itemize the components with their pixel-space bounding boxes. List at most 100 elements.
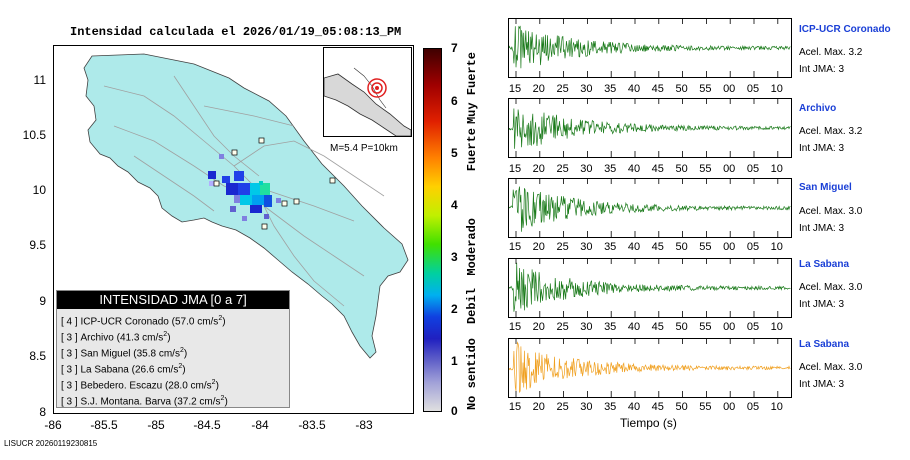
time-axis: 15 20 25 30 35 40 45 50 55 00 05 10 xyxy=(508,321,790,333)
waveform-line xyxy=(509,341,791,394)
time-tick: 50 xyxy=(675,83,688,95)
colorbar-tick: 5 xyxy=(451,146,458,160)
station-jma: Int JMA: 3 xyxy=(799,299,845,310)
time-tick: 35 xyxy=(604,401,617,413)
time-tick: 05 xyxy=(746,163,760,175)
waveform-line xyxy=(509,25,791,69)
station-name: ICP-UCR Coronado xyxy=(799,24,891,35)
time-tick: 30 xyxy=(580,241,593,253)
colorbar-label: Muy Fuerte xyxy=(465,52,479,125)
lat-tick: 8 xyxy=(39,405,46,419)
time-tick: 50 xyxy=(675,321,688,333)
time-tick: 15 xyxy=(508,321,522,333)
time-tick: 45 xyxy=(651,401,664,413)
time-tick: 10 xyxy=(770,241,783,253)
time-tick: 50 xyxy=(675,163,688,175)
time-tick: 15 xyxy=(508,83,522,95)
waveform-line xyxy=(509,262,791,312)
time-tick: 55 xyxy=(699,83,712,95)
colorbar-tick: 2 xyxy=(451,302,458,316)
time-tick: 55 xyxy=(699,163,712,175)
time-tick: 25 xyxy=(556,241,569,253)
station-jma: Int JMA: 3 xyxy=(799,143,845,154)
time-tick: 40 xyxy=(627,163,641,175)
seismogram-trace xyxy=(509,259,791,317)
time-tick: 45 xyxy=(651,241,664,253)
time-tick: 45 xyxy=(651,163,664,175)
seismogram-panel[interactable] xyxy=(508,338,792,398)
time-tick: 00 xyxy=(723,241,736,253)
station-name: San Miguel xyxy=(799,182,852,193)
time-tick: 25 xyxy=(556,321,569,333)
epicenter-ring-icon xyxy=(367,78,387,98)
station-name: La Sabana xyxy=(799,339,850,350)
station-jma: Int JMA: 3 xyxy=(799,223,845,234)
time-tick: 10 xyxy=(770,401,783,413)
time-axis: 15 20 25 30 35 40 45 50 55 00 05 10 xyxy=(508,83,790,95)
colorbar-tick: 6 xyxy=(451,94,458,108)
legend-row: [ 3 ] Bebedero. Escazu (28.0 cm/s2) xyxy=(61,379,219,392)
time-tick: 30 xyxy=(580,321,593,333)
time-axis: 15 20 25 30 35 40 45 50 55 00 05 10 xyxy=(508,401,790,413)
time-tick: 40 xyxy=(627,401,641,413)
time-tick: 35 xyxy=(604,321,617,333)
costa-rica-map xyxy=(83,53,409,359)
legend-row: [ 4 ] ICP-UCR Coronado (57.0 cm/s2) xyxy=(61,315,226,328)
seismogram-trace xyxy=(509,19,791,77)
waveform-line xyxy=(509,108,791,149)
time-axis: 15 20 25 30 35 40 45 50 55 00 05 10 xyxy=(508,241,790,253)
time-tick: 55 xyxy=(699,321,712,333)
station-accel: Acel. Max. 3.0 xyxy=(799,282,863,293)
time-axis: 15 20 25 30 35 40 45 50 55 00 05 10 xyxy=(508,163,790,175)
time-tick: 00 xyxy=(723,163,736,175)
time-tick: 20 xyxy=(532,321,545,333)
time-tick: 10 xyxy=(770,163,783,175)
seismogram-trace xyxy=(509,339,791,397)
road-network xyxy=(103,75,385,307)
time-tick: 30 xyxy=(580,83,593,95)
station-accel: Acel. Max. 3.2 xyxy=(799,47,863,58)
time-tick: 00 xyxy=(723,401,736,413)
seismogram-panel[interactable] xyxy=(508,98,792,158)
time-tick: 30 xyxy=(580,163,593,175)
colorbar-tick: 3 xyxy=(451,250,458,264)
time-tick: 35 xyxy=(604,163,617,175)
seismogram-panel[interactable] xyxy=(508,18,792,78)
time-tick: 05 xyxy=(746,83,760,95)
time-tick: 05 xyxy=(746,401,760,413)
colorbar-tick: 0 xyxy=(451,404,458,418)
map-title: Intensidad calculada el 2026/01/19_05:08… xyxy=(70,25,402,39)
time-tick: 05 xyxy=(746,241,760,253)
epicenter-icon xyxy=(375,86,379,90)
time-tick: 50 xyxy=(675,401,688,413)
intensity-cells xyxy=(208,154,281,221)
legend-row: [ 3 ] Archivo (41.3 cm/s2) xyxy=(61,331,171,344)
time-tick: 55 xyxy=(699,401,712,413)
legend-row: [ 3 ] S.J. Montana. Barva (37.2 cm/s2) xyxy=(61,395,228,408)
time-tick: 20 xyxy=(532,241,545,253)
time-tick: 25 xyxy=(556,401,569,413)
lat-tick: 10 xyxy=(32,183,46,197)
legend-row: [ 3 ] La Sabana (26.6 cm/s2) xyxy=(61,363,186,376)
lon-tick: -84 xyxy=(251,418,269,432)
magnitude-depth-label: M=5.4 P=10km xyxy=(330,143,398,154)
time-tick: 25 xyxy=(556,83,569,95)
station-accel: Acel. Max. 3.0 xyxy=(799,362,863,373)
location-inset xyxy=(323,47,412,137)
land-shape xyxy=(83,53,409,359)
seismogram-panel[interactable] xyxy=(508,258,792,318)
waveform-line xyxy=(509,186,791,232)
time-tick: 05 xyxy=(746,321,760,333)
time-tick: 10 xyxy=(770,321,783,333)
footer-id: LISUCR 20260119230815 xyxy=(4,439,98,448)
time-tick: 45 xyxy=(651,321,664,333)
seismogram-trace xyxy=(509,179,791,237)
time-tick: 40 xyxy=(627,241,641,253)
station-accel: Acel. Max. 3.0 xyxy=(799,206,863,217)
seismogram-panel[interactable] xyxy=(508,178,792,238)
time-axis-label: Tiempo (s) xyxy=(620,416,677,430)
time-tick: 25 xyxy=(556,163,569,175)
lat-tick: 9.5 xyxy=(29,238,46,252)
lon-tick: -85.5 xyxy=(90,418,118,432)
legend-title: INTENSIDAD JMA [0 a 7] xyxy=(57,291,289,309)
